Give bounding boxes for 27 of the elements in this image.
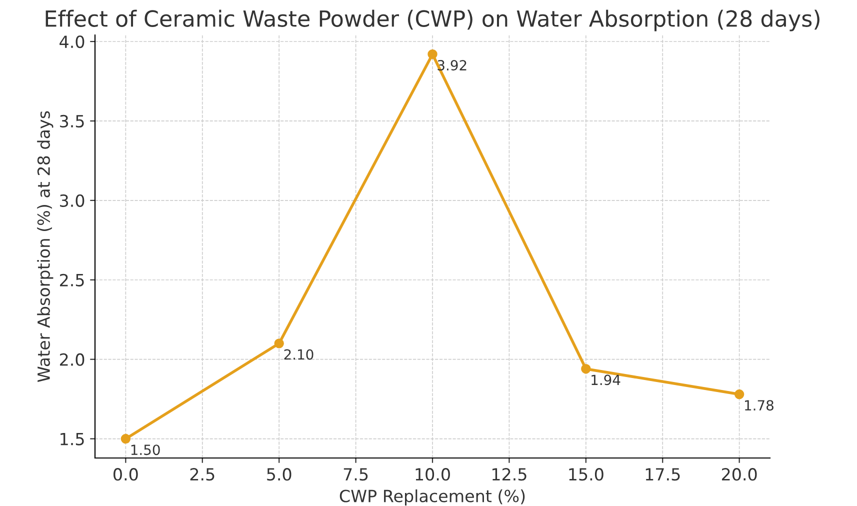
chart-title: Effect of Ceramic Waste Powder (CWP) on Water Absorption (28 days) (46, 10, 820, 32)
x-axis-title: CWP Replacement (%) (340, 489, 525, 506)
y-tick-label: 3.0 (60, 194, 84, 207)
x-tick-label: 7.5 (344, 468, 368, 481)
y-tick-label: 2.5 (60, 274, 84, 286)
data-label: 1.78 (745, 400, 774, 411)
y-tick-label: 2.0 (60, 353, 84, 366)
x-tick-label: 15.0 (569, 468, 604, 481)
y-tick-label: 4.0 (60, 35, 84, 48)
x-tick-label: 0.0 (114, 468, 138, 481)
point (581, 364, 591, 374)
point (734, 389, 744, 400)
x-tick-label: 12.5 (492, 468, 526, 481)
x-tick-label: 10.0 (416, 468, 450, 481)
y-axis-title: Water Absorption (%) at 28 days (37, 111, 54, 382)
point (274, 338, 284, 348)
y-tick-label: 1.5 (60, 432, 84, 446)
point (428, 49, 438, 60)
x-tick-label: 5.0 (267, 468, 292, 481)
x-tick-label: 20.0 (722, 468, 757, 481)
y-tick-label: 3.5 (60, 114, 84, 128)
point (120, 434, 131, 444)
data-label: 2.10 (284, 349, 314, 360)
data-label: 1.94 (592, 374, 620, 386)
x-tick-label: 2.5 (190, 468, 214, 481)
data-label: 1.50 (131, 444, 160, 456)
x-tick-label: 17.5 (646, 468, 680, 481)
